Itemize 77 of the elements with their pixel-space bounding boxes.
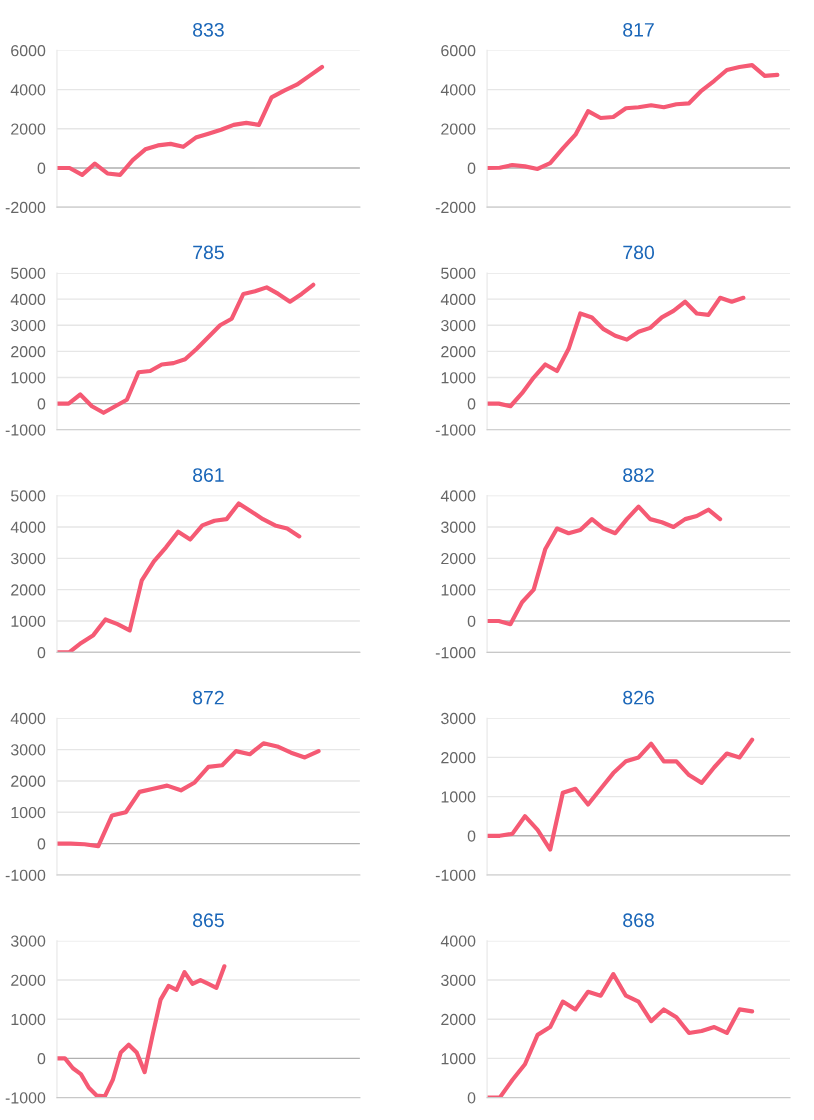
y-tick-label: 3000 <box>441 521 476 533</box>
y-tick-label: 1000 <box>441 1053 476 1065</box>
chart-title: 865 <box>193 913 224 928</box>
y-tick-label: 0 <box>37 398 46 410</box>
y-tick-label: 0 <box>467 398 476 410</box>
y-tick-label: 6000 <box>11 45 46 57</box>
y-tick-label: -1000 <box>5 1092 46 1104</box>
y-tick-label: 4000 <box>440 293 476 306</box>
line-series <box>56 64 325 177</box>
y-tick-label: 0 <box>37 838 46 850</box>
y-tick-label: -1000 <box>435 869 476 881</box>
y-tick-label: 1000 <box>11 806 46 819</box>
line-series <box>56 282 316 415</box>
y-tick-label: 6000 <box>441 45 476 57</box>
y-tick-label: 3000 <box>441 319 476 332</box>
chart-title: 868 <box>623 913 654 928</box>
chart-title: 861 <box>193 468 224 482</box>
y-tick-label: 4000 <box>440 490 476 502</box>
chart-title: 833 <box>193 22 224 37</box>
y-tick-label: 2000 <box>11 584 46 596</box>
y-tick-label: 2000 <box>11 775 46 787</box>
y-tick-label: 2000 <box>441 123 476 135</box>
y-tick-label: 1000 <box>11 372 46 384</box>
y-tick-label: 4000 <box>440 84 476 96</box>
y-tick-label: 2000 <box>11 974 46 986</box>
line-series <box>487 737 755 852</box>
y-tick-label: 5000 <box>441 267 476 279</box>
y-tick-label: 3000 <box>10 552 46 565</box>
line-series <box>56 741 321 849</box>
y-tick-label: 0 <box>467 830 476 842</box>
y-tick-label: 1000 <box>441 791 476 803</box>
line-series <box>487 972 755 1098</box>
line-series <box>56 964 227 1098</box>
chart-title: 817 <box>623 22 654 37</box>
chart-title: 826 <box>623 690 654 705</box>
y-tick-label: 3000 <box>441 712 476 725</box>
y-tick-label: 3000 <box>10 319 46 332</box>
y-tick-label: 0 <box>37 647 46 659</box>
y-tick-label: 0 <box>467 615 476 627</box>
y-tick-label: 2000 <box>441 752 476 764</box>
y-tick-label: 2000 <box>11 346 46 358</box>
y-tick-label: 5000 <box>10 267 46 279</box>
y-tick-label: 4000 <box>10 712 46 725</box>
y-tick-label: 4000 <box>10 293 46 306</box>
y-tick-label: 4000 <box>10 84 46 96</box>
chart-title: 872 <box>193 690 224 705</box>
y-tick-label: 1000 <box>441 584 476 596</box>
y-tick-label: 2000 <box>441 552 476 565</box>
y-tick-label: 2000 <box>441 346 476 358</box>
y-tick-label: 3000 <box>10 935 46 947</box>
chart-title: 785 <box>193 245 224 260</box>
y-tick-label: 1000 <box>441 372 476 384</box>
y-tick-label: 3000 <box>441 974 476 986</box>
y-tick-label: 0 <box>37 1053 46 1065</box>
y-tick-label: 4000 <box>440 935 476 947</box>
line-series <box>487 504 723 627</box>
y-tick-label: 2000 <box>11 123 46 135</box>
y-tick-label: -1000 <box>5 424 46 436</box>
y-tick-label: -1000 <box>435 424 476 436</box>
y-tick-label: -2000 <box>5 201 46 214</box>
y-tick-label: 1000 <box>11 615 46 627</box>
line-series <box>487 63 780 172</box>
y-tick-label: 5000 <box>10 490 46 502</box>
line-series <box>56 501 302 653</box>
y-tick-label: 0 <box>37 162 46 174</box>
y-tick-label: -1000 <box>435 647 476 659</box>
line-series <box>487 295 746 409</box>
y-tick-label: -1000 <box>5 869 46 881</box>
y-tick-label: 3000 <box>10 744 46 756</box>
y-tick-label: -2000 <box>435 201 476 214</box>
y-tick-label: 0 <box>467 1092 476 1104</box>
y-tick-label: 1000 <box>11 1013 46 1026</box>
y-tick-label: 0 <box>467 162 476 174</box>
chart-title: 882 <box>623 468 654 482</box>
y-tick-label: 2000 <box>441 1013 476 1026</box>
y-tick-label: 4000 <box>10 521 46 533</box>
chart-title: 780 <box>623 245 654 260</box>
